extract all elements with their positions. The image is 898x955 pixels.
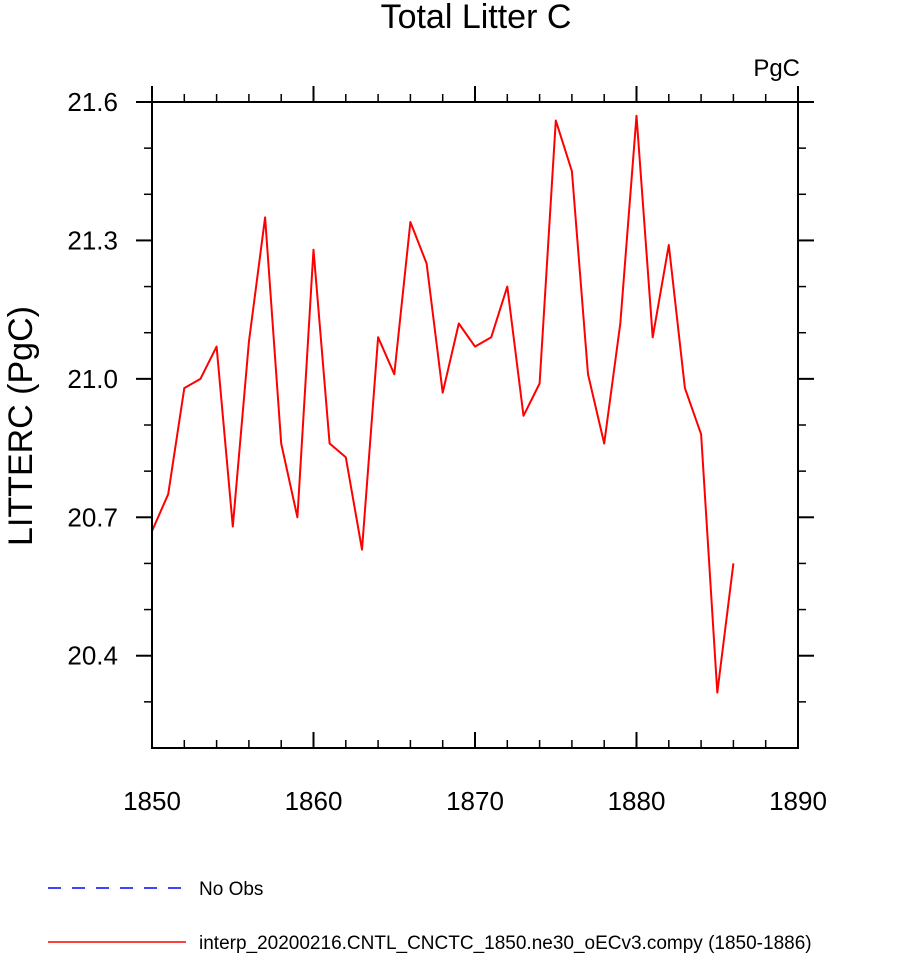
y-tick-label: 21.6 (67, 87, 118, 117)
legend-label-1: interp_20200216.CNTL_CNCTC_1850.ne30_oEC… (199, 933, 812, 954)
y-axis-label: LITTERC (PgC) (2, 306, 40, 546)
series-layer (151, 114, 735, 694)
x-tick-label: 1850 (123, 786, 181, 816)
y-tick-label: 20.7 (67, 502, 118, 532)
legend-label-0: No Obs (199, 879, 263, 900)
x-tick-label: 1870 (446, 786, 504, 816)
tick-labels: 1850 1860 1870 1880 1890 20.4 20.7 21.0 21.3 21.6 (67, 87, 827, 816)
x-tick-label: 1890 (769, 786, 827, 816)
chart-title: Total Litter C (381, 0, 572, 36)
x-tick-label: 1880 (608, 786, 666, 816)
legend: No Obs interp_20200216.CNTL_CNCTC_1850.ne… (48, 879, 812, 954)
y-tick-label: 21.0 (67, 364, 118, 394)
y-tick-label: 21.3 (67, 225, 118, 255)
y-tick-label: 20.4 (67, 641, 118, 671)
series-line-1 (151, 114, 735, 694)
plot-frame (151, 101, 799, 749)
axis-ticks (136, 86, 814, 748)
units-label: PgC (753, 55, 800, 82)
x-tick-label: 1860 (285, 786, 343, 816)
